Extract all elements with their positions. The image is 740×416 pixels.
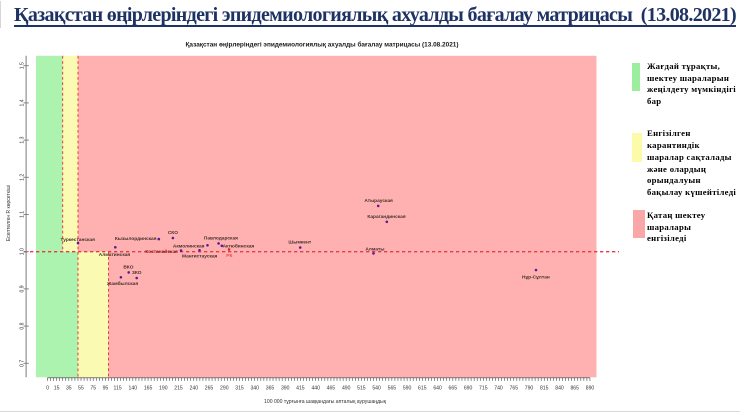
svg-text:115: 115 — [114, 385, 122, 391]
svg-text:1.3: 1.3 — [20, 136, 26, 143]
svg-text:340: 340 — [250, 385, 259, 391]
svg-text:440: 440 — [311, 385, 320, 391]
svg-text:815: 815 — [540, 385, 549, 391]
svg-text:540: 540 — [372, 385, 381, 391]
svg-text:140: 140 — [129, 385, 138, 391]
svg-text:590: 590 — [403, 385, 412, 391]
svg-text:ВКО: ВКО — [123, 264, 133, 270]
svg-text:ЗКО: ЗКО — [132, 270, 142, 276]
svg-text:840: 840 — [555, 385, 564, 391]
svg-text:390: 390 — [281, 385, 290, 391]
svg-text:165: 165 — [144, 385, 153, 391]
svg-text:СКО: СКО — [168, 230, 178, 236]
svg-text:240: 240 — [190, 385, 199, 391]
svg-text:Павлодарская: Павлодарская — [204, 236, 238, 242]
svg-text:715: 715 — [479, 385, 488, 391]
svg-text:1.0: 1.0 — [20, 248, 26, 255]
svg-text:465: 465 — [327, 385, 336, 391]
svg-text:215: 215 — [174, 385, 183, 391]
svg-text:Костанайская: Костанайская — [145, 248, 178, 255]
svg-text:365: 365 — [266, 385, 275, 391]
svg-text:1.1: 1.1 — [20, 211, 26, 218]
svg-text:1.4: 1.4 — [20, 99, 26, 106]
svg-text:865: 865 — [570, 385, 579, 391]
svg-text:1.5: 1.5 — [20, 62, 26, 69]
svg-text:15: 15 — [54, 385, 60, 391]
svg-text:515: 515 — [357, 385, 366, 391]
svg-text:Кызылординская: Кызылординская — [115, 236, 157, 242]
svg-text:95: 95 — [103, 385, 109, 391]
svg-text:665: 665 — [449, 385, 458, 391]
svg-text:0.9: 0.9 — [20, 285, 26, 292]
svg-text:75: 75 — [90, 385, 96, 391]
svg-text:Атырауская: Атырауская — [364, 198, 393, 204]
svg-text:415: 415 — [296, 385, 305, 391]
svg-text:190: 190 — [159, 385, 168, 391]
svg-text:Шымкент: Шымкент — [288, 240, 311, 246]
svg-text:790: 790 — [525, 385, 534, 391]
svg-text:890: 890 — [586, 385, 595, 391]
svg-text:Актюбинская: Актюбинская — [223, 243, 255, 250]
svg-text:615: 615 — [418, 385, 427, 391]
svg-text:490: 490 — [342, 385, 351, 391]
svg-text:315: 315 — [235, 385, 244, 391]
svg-text:Алматинская: Алматинская — [99, 252, 131, 258]
svg-text:265: 265 — [205, 385, 214, 391]
svg-text:690: 690 — [464, 385, 473, 391]
svg-text:35: 35 — [66, 385, 72, 391]
svg-text:РК: РК — [226, 253, 232, 259]
svg-text:55: 55 — [78, 385, 84, 391]
svg-text:640: 640 — [433, 385, 442, 391]
svg-text:Есептелген R көрсеткіші: Есептелген R көрсеткіші — [6, 185, 12, 241]
svg-text:0.7: 0.7 — [20, 360, 26, 367]
svg-text:100 000 тұрғынға шаққандағы ап: 100 000 тұрғынға шаққандағы апталық ауру… — [264, 399, 387, 405]
svg-text:290: 290 — [220, 385, 229, 391]
svg-text:Жамбылская: Жамбылская — [106, 280, 138, 287]
svg-text:Мангистауская: Мангистауская — [182, 254, 218, 260]
svg-text:1.2: 1.2 — [20, 174, 26, 181]
svg-text:Нұр-Сұлтан: Нұр-Сұлтан — [522, 274, 550, 280]
svg-text:Карагандинская: Карагандинская — [367, 214, 405, 220]
svg-text:765: 765 — [510, 385, 519, 391]
svg-text:Акмолинская: Акмолинская — [173, 244, 205, 250]
svg-text:Алматы: Алматы — [365, 246, 384, 252]
svg-text:0.8: 0.8 — [20, 322, 26, 329]
svg-text:Туркестанская: Туркестанская — [60, 237, 95, 243]
svg-text:0: 0 — [46, 385, 49, 391]
svg-text:565: 565 — [388, 385, 397, 391]
svg-text:740: 740 — [494, 385, 503, 391]
svg-text:Қазақстан өңірлеріндегі эпидем: Қазақстан өңірлеріндегі эпидемиологиялық… — [186, 42, 459, 49]
